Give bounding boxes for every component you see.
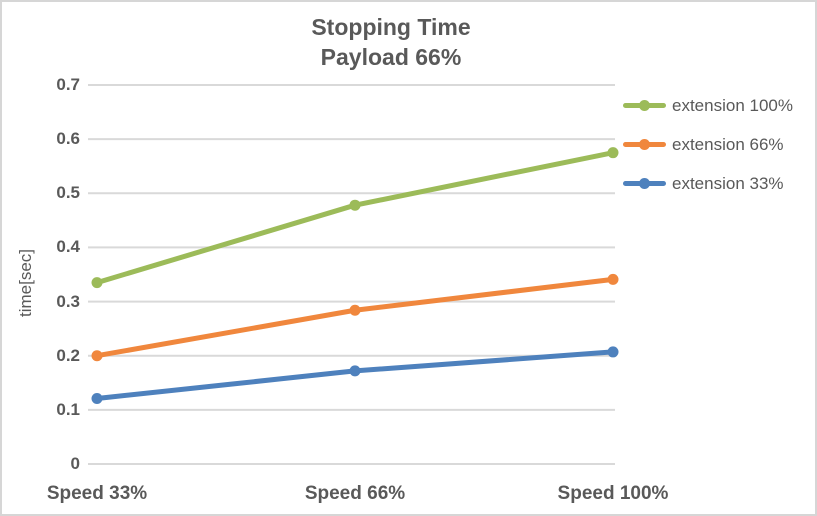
series-line-extension-66	[94, 276, 616, 359]
y-tick-label-0.1: 0.1	[56, 399, 80, 419]
legend: extension 100% extension 66% extension 33%	[623, 86, 793, 203]
legend-label: extension 100%	[672, 95, 793, 115]
y-tick-label-0.7: 0.7	[56, 75, 80, 94]
legend-dot-icon	[639, 178, 650, 189]
y-tick-label-0.6: 0.6	[56, 129, 80, 149]
y-tick-label-0.4: 0.4	[56, 237, 80, 257]
legend-dot-icon	[639, 100, 650, 111]
data-point-extension-33-speed-100	[607, 346, 619, 358]
legend-label: extension 33%	[672, 173, 784, 193]
legend-line-marker-icon	[623, 178, 666, 189]
legend-label: extension 66%	[672, 134, 784, 154]
x-axis-label-speed-66: Speed 66%	[304, 483, 406, 504]
data-point-extension-100-speed-33	[91, 277, 103, 289]
data-point-extension-66-speed-33	[91, 350, 103, 362]
y-tick-label-0.3: 0.3	[56, 291, 80, 311]
legend-item-extension-33: extension 33%	[623, 164, 793, 203]
data-point-extension-33-speed-33	[91, 392, 103, 404]
data-point-extension-66-speed-100	[607, 273, 619, 285]
chart-title-line-2: Payload 66%	[320, 44, 462, 70]
legend-item-extension-100: extension 100%	[623, 86, 793, 125]
y-tick-label-0.5: 0.5	[56, 183, 80, 203]
legend-dot-icon	[639, 139, 650, 150]
data-point-extension-66-speed-66	[349, 304, 361, 316]
legend-line-marker-icon	[623, 100, 666, 111]
y-tick-label-0.2: 0.2	[56, 345, 80, 365]
data-point-extension-33-speed-66	[349, 365, 361, 377]
x-axis-label-speed-100: Speed 100%	[557, 483, 669, 504]
chart-title: Stopping Time Payload 66%	[2, 12, 780, 72]
chart-title-line-1: Stopping Time	[311, 14, 471, 40]
x-axis-label-speed-33: Speed 33%	[46, 483, 148, 504]
data-point-extension-100-speed-100	[607, 147, 619, 159]
series-line-extension-100	[94, 150, 616, 286]
y-tick-label-0: 0	[70, 454, 80, 473]
legend-line-marker-icon	[623, 139, 666, 150]
data-point-extension-100-speed-66	[349, 199, 361, 211]
legend-item-extension-66: extension 66%	[623, 125, 793, 164]
